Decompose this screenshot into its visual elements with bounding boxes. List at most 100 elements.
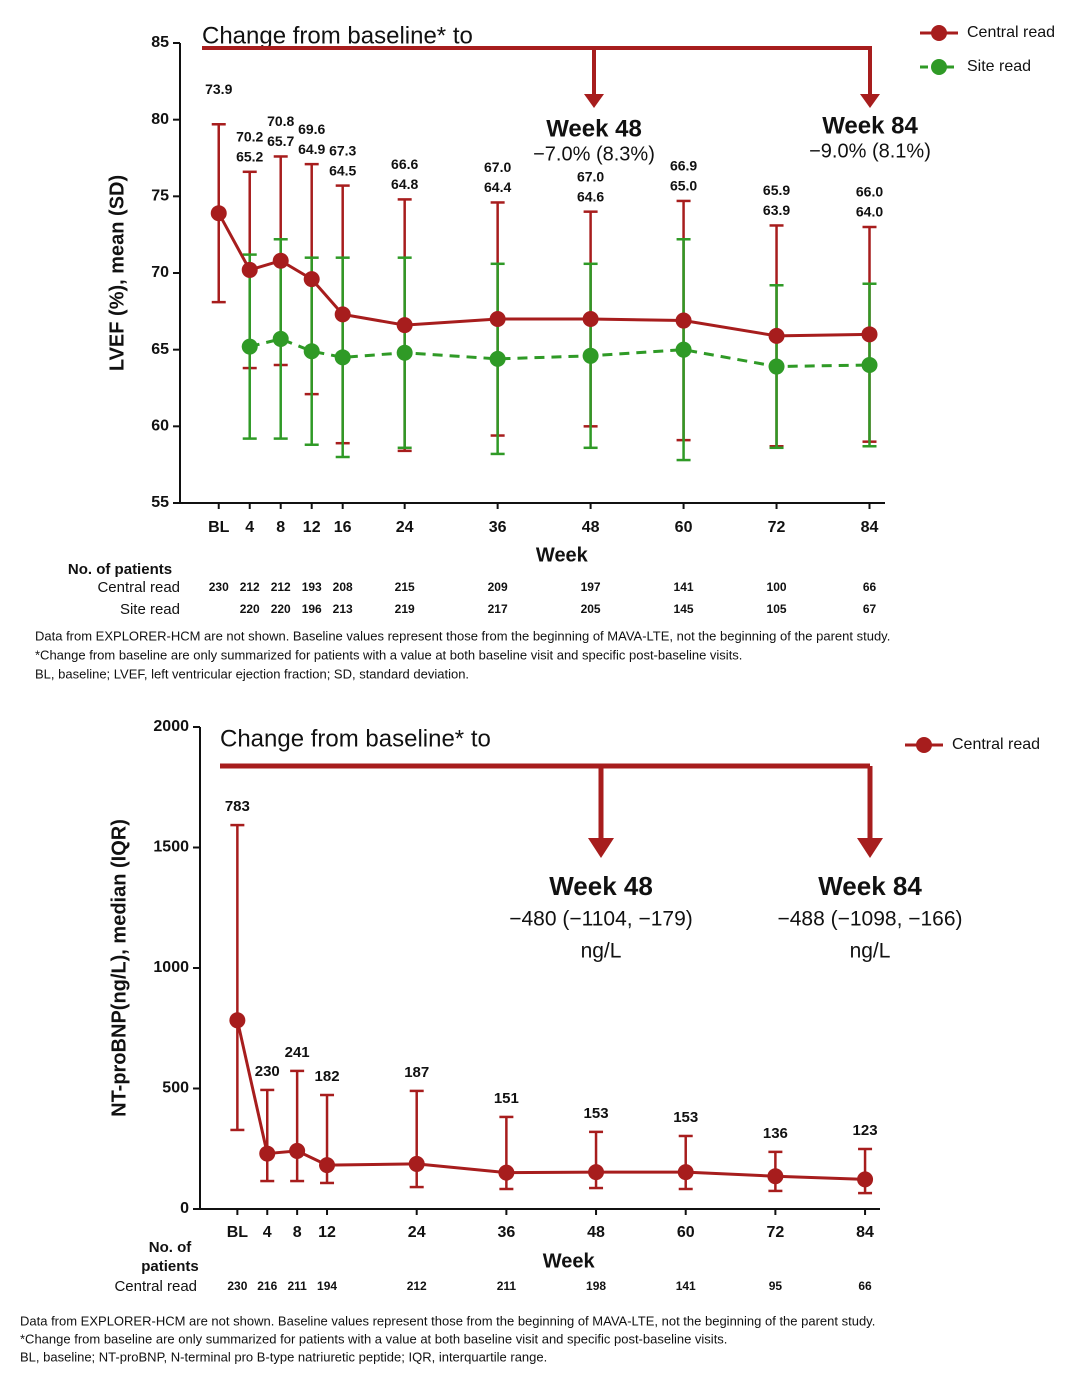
value-label: 64.9 (298, 141, 325, 157)
value-label: 66.9 (670, 158, 697, 174)
patients-count: 217 (488, 602, 508, 616)
patients-title: patients (141, 1258, 199, 1275)
annotation-text: −480 (−1104, −179) (509, 908, 693, 931)
footnote: BL, baseline; NT-proBNP, N-terminal pro … (20, 1349, 547, 1364)
x-tick-label: 4 (263, 1224, 272, 1241)
point (396, 344, 413, 361)
x-tick-label: 8 (276, 519, 285, 536)
patients-count: 212 (407, 1279, 427, 1293)
point (767, 1168, 784, 1185)
y-tick-label: 2000 (153, 718, 189, 735)
y-axis-label: NT-proBNP(ng/L), median (IQR) (108, 819, 130, 1117)
patients-count: 213 (333, 602, 353, 616)
value-label: 65.0 (670, 178, 697, 194)
point (303, 343, 320, 360)
patients-count: 208 (333, 580, 353, 594)
value-label: 69.6 (298, 121, 325, 137)
patients-count: 220 (240, 602, 260, 616)
value-label: 73.9 (205, 81, 232, 97)
point (241, 338, 258, 355)
x-tick-label: 24 (396, 519, 414, 536)
point (498, 1164, 515, 1181)
footnote: Data from EXPLORER-HCM are not shown. Ba… (35, 628, 890, 643)
patients-count: 141 (674, 580, 694, 594)
point (259, 1145, 276, 1162)
patients-row-label: Central read (97, 579, 180, 596)
x-tick-label: 72 (768, 519, 786, 536)
point (857, 1171, 874, 1188)
annotation-title: Week 84 (818, 871, 922, 901)
patients-count: 212 (271, 580, 291, 594)
value-label: 182 (315, 1068, 340, 1085)
x-tick-label: 24 (408, 1224, 426, 1241)
arrow-head (584, 94, 604, 108)
point (229, 1012, 246, 1029)
value-label: 151 (494, 1090, 519, 1107)
patients-row-label: Central read (114, 1278, 197, 1295)
patients-count: 194 (317, 1279, 337, 1293)
patients-count: 66 (858, 1279, 872, 1293)
value-label: 66.0 (856, 184, 883, 200)
annotation-text: ng/L (581, 940, 622, 963)
value-label: 65.7 (267, 133, 294, 149)
value-label: 64.5 (329, 162, 356, 178)
value-label: 66.6 (391, 156, 418, 172)
point (675, 312, 692, 329)
annotation-text: ng/L (850, 940, 891, 963)
x-tick-label: 84 (856, 1224, 874, 1241)
x-tick-label: 12 (318, 1224, 336, 1241)
arrow-head (857, 838, 883, 858)
point (272, 330, 289, 347)
value-label: 783 (225, 798, 250, 815)
x-axis-label: Week (543, 1250, 596, 1272)
patients-count: 100 (767, 580, 787, 594)
patients-count: 198 (586, 1279, 606, 1293)
annotation-text: −488 (−1098, −166) (777, 908, 962, 931)
y-tick-label: 65 (151, 341, 169, 358)
annotation-title: Week 48 (546, 115, 642, 142)
value-label: 65.9 (763, 182, 790, 198)
x-tick-label: 36 (489, 519, 507, 536)
y-tick-label: 55 (151, 494, 169, 511)
value-label: 64.4 (484, 179, 511, 195)
point (289, 1142, 306, 1159)
error-bar (290, 1069, 305, 1183)
annotation-title: Week 48 (549, 871, 653, 901)
point (861, 326, 878, 343)
series-line (249, 337, 870, 369)
point (861, 357, 878, 373)
arrow-head (588, 838, 614, 858)
patients-count: 67 (863, 602, 877, 616)
value-label: 64.8 (391, 176, 418, 192)
patients-count: 216 (257, 1279, 277, 1293)
patients-count: 205 (581, 602, 601, 616)
x-axis-label: Week (536, 544, 589, 566)
patients-count: 105 (767, 602, 787, 616)
point (396, 317, 413, 334)
value-label: 67.0 (577, 168, 604, 184)
patients-title: No. of patients (68, 561, 172, 578)
patients-count: 197 (581, 580, 601, 594)
value-label: 64.0 (856, 204, 883, 220)
value-label: 70.2 (236, 129, 263, 145)
patients-count: 209 (488, 580, 508, 594)
x-tick-label: BL (227, 1224, 249, 1241)
patients-count: 230 (227, 1279, 247, 1293)
legend-label: Central read (967, 24, 1055, 41)
footnote: BL, baseline; LVEF, left ventricular eje… (35, 666, 469, 681)
annotation-text: −7.0% (8.3%) (533, 143, 655, 165)
value-label: 230 (255, 1063, 280, 1080)
y-tick-label: 1500 (153, 839, 189, 856)
point (677, 1164, 694, 1181)
value-label: 241 (285, 1044, 310, 1061)
value-label: 63.9 (763, 202, 790, 218)
value-label: 153 (584, 1105, 609, 1122)
point (768, 358, 785, 375)
x-tick-label: 4 (245, 519, 254, 536)
footnote: *Change from baseline are only summarize… (20, 1331, 727, 1346)
value-label: 65.2 (236, 149, 263, 165)
point (582, 347, 599, 364)
point (768, 327, 785, 344)
